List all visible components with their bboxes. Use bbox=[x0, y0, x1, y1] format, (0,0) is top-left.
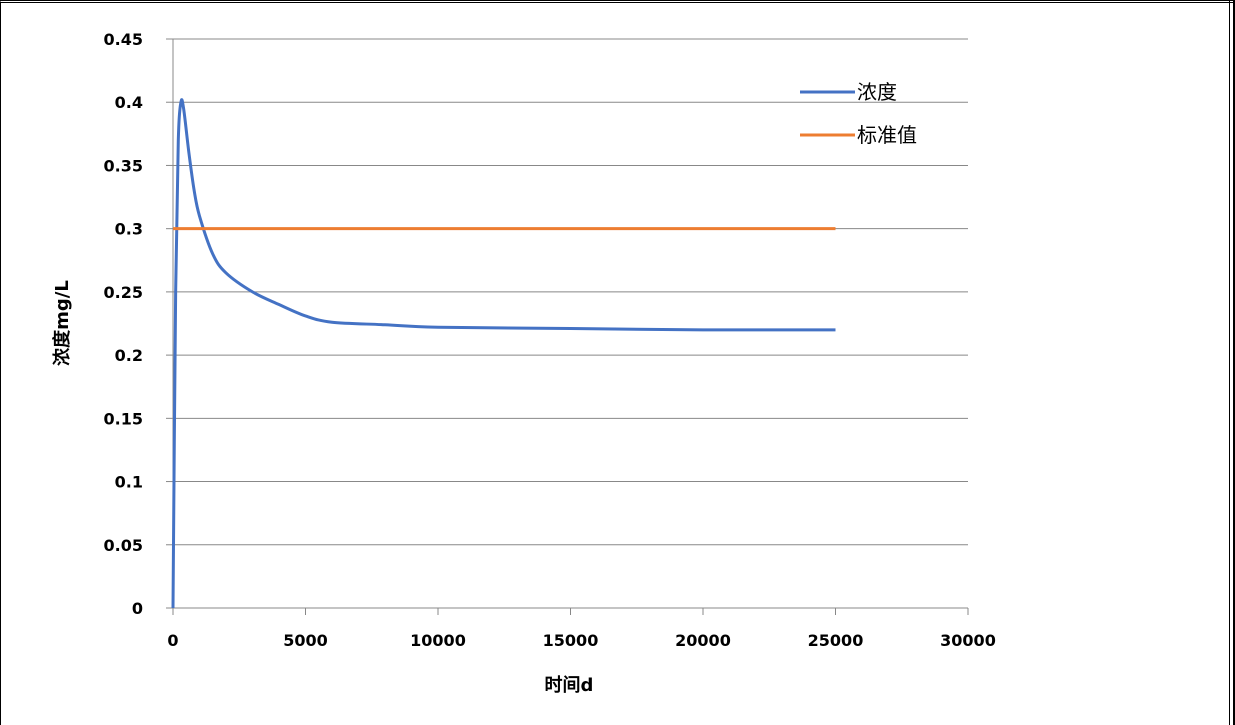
x-tick-label: 20000 bbox=[675, 631, 731, 650]
y-tick-label: 0.45 bbox=[104, 30, 143, 49]
x-axis-title: 时间d bbox=[545, 675, 594, 696]
legend-label-1: 标准值 bbox=[857, 123, 917, 147]
gridlines bbox=[166, 38, 968, 609]
series-lines bbox=[171, 98, 836, 609]
y-tick-label: 0.15 bbox=[104, 409, 143, 428]
y-tick-label: 0.4 bbox=[115, 93, 143, 112]
x-tick-label: 10000 bbox=[410, 631, 466, 650]
axes bbox=[172, 39, 969, 615]
x-tick-labels: 0 5000 10000 15000 20000 25000 30000 bbox=[167, 631, 995, 650]
x-tick-label: 15000 bbox=[543, 631, 599, 650]
y-tick-label: 0.1 bbox=[115, 473, 143, 492]
y-tick-label: 0 bbox=[132, 599, 143, 618]
x-tick-label: 0 bbox=[167, 631, 178, 650]
series-line-0 bbox=[171, 98, 836, 609]
y-tick-label: 0.35 bbox=[104, 156, 143, 175]
y-tick-label: 0.05 bbox=[104, 536, 143, 555]
y-tick-labels: 0 0.05 0.1 0.15 0.2 0.25 0.3 0.35 0.4 0.45 bbox=[104, 30, 143, 618]
y-axis-title: 浓度mg/L bbox=[51, 280, 73, 366]
frame-right-border bbox=[1229, 0, 1235, 725]
x-tick-label: 30000 bbox=[940, 631, 996, 650]
x-tick-label: 5000 bbox=[283, 631, 328, 650]
x-tick-label: 25000 bbox=[808, 631, 864, 650]
legend-label-0: 浓度 bbox=[857, 80, 897, 104]
y-tick-label: 0.2 bbox=[115, 346, 143, 365]
y-tick-label: 0.25 bbox=[104, 283, 143, 302]
y-tick-label: 0.3 bbox=[115, 220, 143, 239]
